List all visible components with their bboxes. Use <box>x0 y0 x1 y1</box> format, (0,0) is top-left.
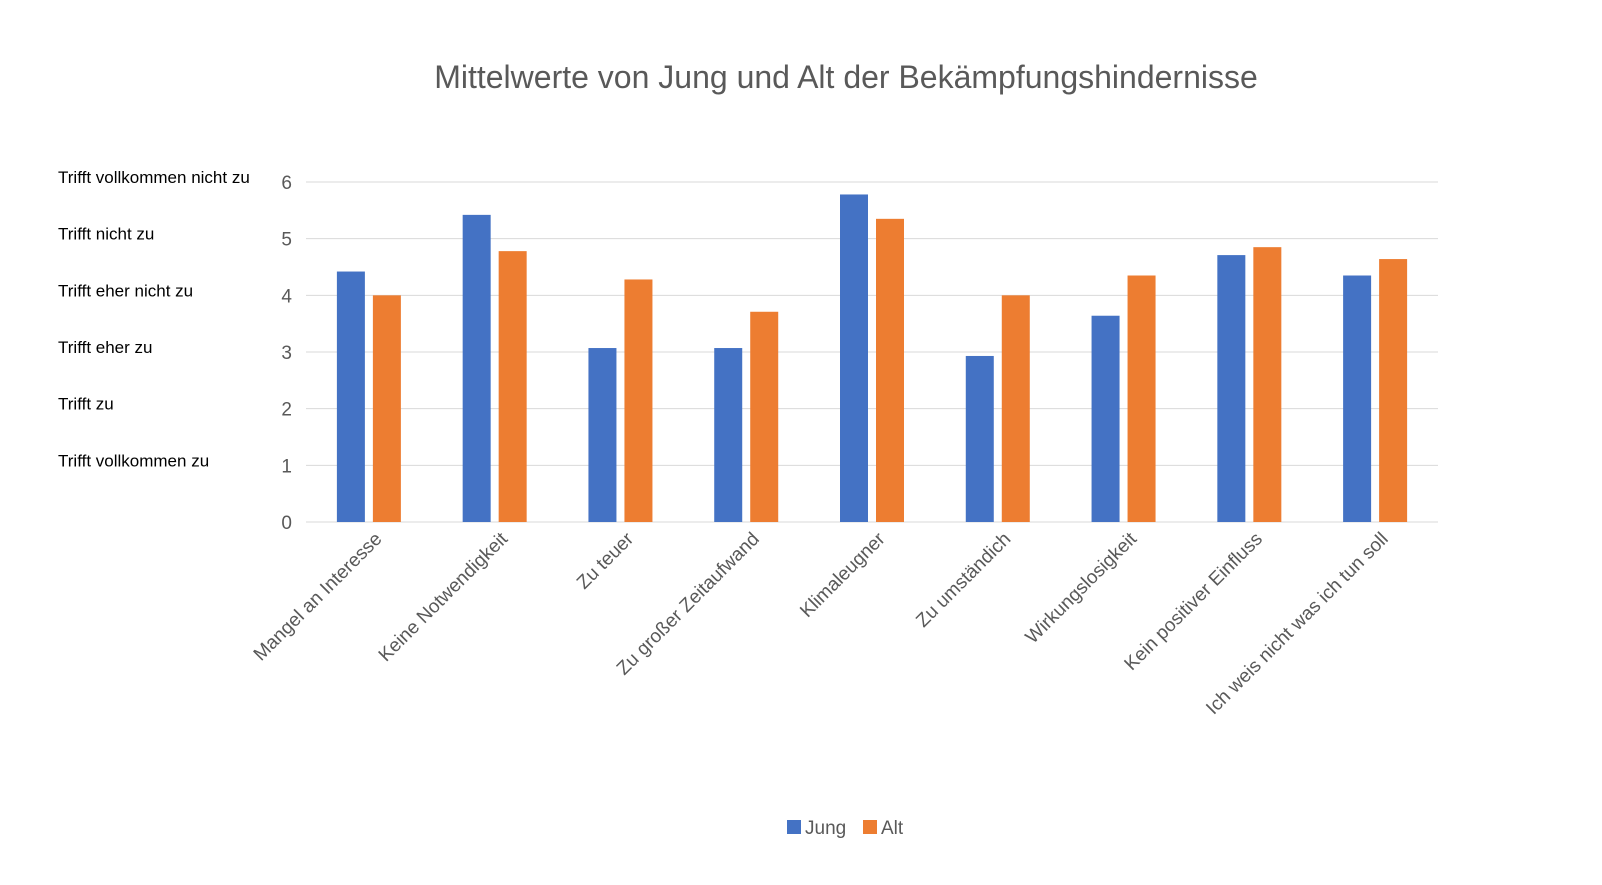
bar-jung <box>462 214 491 522</box>
scale-label: Trifft eher zu <box>58 338 152 357</box>
bar-jung <box>1091 315 1120 522</box>
x-category-label: Kein positiver Einfluss <box>1121 529 1267 675</box>
y-tick-label: 1 <box>281 456 292 477</box>
legend: Jung Alt <box>787 818 904 839</box>
scale-label: Trifft vollkommen nicht zu <box>58 168 250 187</box>
x-category-label: Zu teuer <box>573 528 638 593</box>
bar-alt <box>1379 259 1408 522</box>
bar-jung <box>1343 275 1372 522</box>
bar-jung <box>840 194 868 522</box>
chart-title: Mittelwerte von Jung und Alt der Bekämpf… <box>434 59 1258 95</box>
scale-labels: Trifft vollkommen nicht zu Trifft nicht z… <box>58 168 250 470</box>
bar-jung <box>588 348 617 522</box>
bar-jung <box>965 355 994 522</box>
bar-alt <box>624 279 653 522</box>
y-tick-label: 5 <box>281 230 292 251</box>
bar-alt <box>876 218 904 523</box>
scale-label: Trifft zu <box>58 395 114 414</box>
y-tick-label: 6 <box>281 173 292 194</box>
legend-label-alt: Alt <box>881 818 904 839</box>
y-tick-label: 4 <box>281 286 292 307</box>
y-tick-label: 0 <box>281 513 292 534</box>
scale-label: Trifft eher nicht zu <box>58 281 193 300</box>
x-category-label: Zu umständich <box>912 529 1015 632</box>
bar-alt <box>372 295 401 522</box>
x-category-label: Klimaleugner <box>796 528 890 622</box>
bar-jung <box>714 348 743 522</box>
y-tick-label: 3 <box>281 343 292 364</box>
bar-alt <box>1253 247 1282 522</box>
bar-jung <box>1217 255 1246 522</box>
gridlines <box>306 181 1438 523</box>
legend-swatch-jung <box>787 820 801 834</box>
bar-alt <box>1001 295 1030 522</box>
x-category-label: Wirkungslosigkeit <box>1022 528 1142 648</box>
x-category-label: Keine Notwendigkeit <box>375 528 513 666</box>
bar-alt <box>750 311 779 522</box>
bar-jung <box>336 271 365 522</box>
x-category-label: Mangel an Interesse <box>250 529 387 666</box>
x-category-label: Zu großer Zeitaufwand <box>613 529 764 680</box>
bars <box>336 194 1408 523</box>
scale-label: Trifft vollkommen zu <box>58 451 209 470</box>
y-axis-ticks: 0 1 2 3 4 5 6 <box>281 173 292 534</box>
bar-alt <box>498 251 527 522</box>
legend-label-jung: Jung <box>805 818 846 839</box>
legend-swatch-alt <box>863 820 877 834</box>
bar-alt <box>1127 275 1156 522</box>
scale-label: Trifft nicht zu <box>58 225 154 244</box>
y-tick-label: 2 <box>281 400 292 421</box>
